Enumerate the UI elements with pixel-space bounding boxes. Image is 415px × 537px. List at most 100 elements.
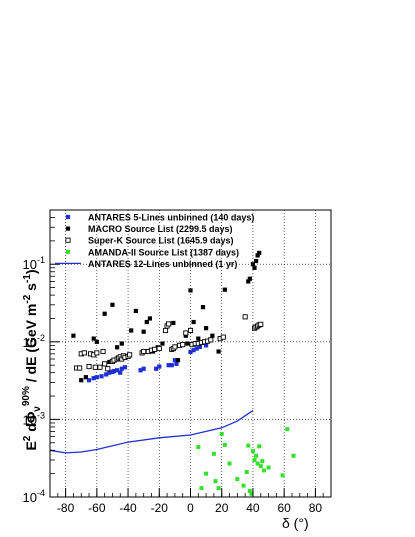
data-point [94, 375, 99, 380]
data-point [285, 427, 290, 432]
data-point [196, 336, 201, 341]
data-point [83, 375, 89, 380]
data-point [196, 445, 201, 450]
data-point [187, 327, 194, 334]
data-point [213, 479, 218, 484]
data-point [246, 279, 251, 284]
series-line [49, 410, 254, 454]
data-point [191, 319, 196, 325]
data-point [172, 358, 177, 363]
data-point [291, 453, 296, 458]
data-point [154, 366, 159, 371]
data-point [242, 314, 248, 320]
data-point [100, 348, 106, 355]
data-point [252, 457, 257, 462]
x-tick-label: 80 [309, 501, 323, 515]
data-point [200, 305, 206, 310]
data-point [250, 449, 255, 454]
y-tick-label: 10-2 [23, 333, 45, 350]
data-point [104, 372, 109, 377]
data-point [102, 361, 108, 367]
x-tick-label: 0 [187, 501, 194, 515]
data-point [199, 486, 204, 491]
x-tick-label: 20 [215, 501, 229, 515]
data-point [258, 464, 263, 469]
data-point [138, 368, 143, 373]
legend: ANTARES 5-Lines unbinned (140 days)MACRO… [55, 213, 254, 269]
data-point [110, 302, 115, 307]
data-point [144, 319, 149, 325]
x-tick-label: -20 [151, 501, 169, 515]
data-point [86, 364, 92, 370]
data-point [102, 311, 107, 316]
data-point [119, 366, 124, 371]
x-tick-label: -40 [119, 501, 137, 515]
series-0 [86, 343, 209, 383]
data-point [216, 349, 221, 354]
data-point [197, 344, 202, 350]
data-point [222, 287, 227, 292]
data-point [81, 350, 87, 356]
data-point [162, 327, 169, 334]
axis-ticks: -80 -60 -40 -20 0 20 40 60 80 10-4 10-3 10-2 10-1 [23, 209, 332, 515]
data-point [91, 376, 96, 381]
data-point [129, 328, 134, 333]
data-point [241, 483, 246, 488]
data-point [255, 461, 260, 466]
data-point [191, 348, 196, 353]
data-point [280, 473, 285, 478]
data-point [244, 469, 249, 474]
data-point [107, 359, 112, 365]
data-point [210, 333, 215, 338]
y-tick-label: 10-1 [23, 255, 45, 272]
x-axis-label: δ (°) [282, 515, 309, 531]
data-point [254, 453, 259, 458]
data-point [94, 339, 99, 344]
data-point [216, 486, 221, 491]
legend-label: ANTARES 5-Lines unbinned (140 days) [88, 213, 254, 223]
data-point [208, 337, 214, 343]
data-point [141, 366, 146, 371]
legend-marker [65, 214, 71, 220]
data-point [141, 348, 147, 355]
data-point [169, 363, 174, 368]
data-point [111, 368, 117, 374]
data-point [175, 358, 181, 363]
legend-marker [66, 249, 70, 254]
legend-label: ANTARES 12-Lines unbinned (1 yr) [88, 259, 237, 269]
data-point [166, 363, 171, 368]
legend-label: Super-K Source List (1645.9 days) [88, 236, 234, 246]
data-point [92, 364, 98, 370]
data-series [49, 250, 296, 496]
data-point [266, 465, 271, 470]
data-point [174, 361, 179, 366]
legend-label: AMANDA-II Source List (1387 days) [88, 247, 239, 257]
data-point [257, 444, 262, 449]
data-point [77, 365, 83, 371]
data-point [249, 491, 254, 496]
data-point [188, 288, 193, 293]
data-point [71, 333, 76, 338]
data-point [99, 374, 104, 379]
series-2 [73, 314, 264, 372]
data-point [141, 329, 146, 334]
data-point [222, 442, 227, 447]
data-point [211, 451, 216, 456]
data-point [127, 352, 133, 358]
data-point [157, 364, 162, 369]
data-point [204, 343, 209, 348]
y-tick-label: 10-4 [23, 488, 45, 505]
data-point [253, 258, 259, 264]
data-point [79, 378, 84, 383]
data-point [194, 346, 199, 351]
data-point [86, 378, 92, 383]
data-point [133, 308, 138, 314]
data-point [227, 461, 232, 466]
data-point [105, 366, 111, 372]
x-tick-label: -80 [57, 501, 75, 515]
data-point [246, 443, 251, 448]
data-point [188, 349, 193, 355]
data-point [247, 276, 252, 281]
data-point [171, 320, 176, 326]
data-point [260, 459, 265, 464]
